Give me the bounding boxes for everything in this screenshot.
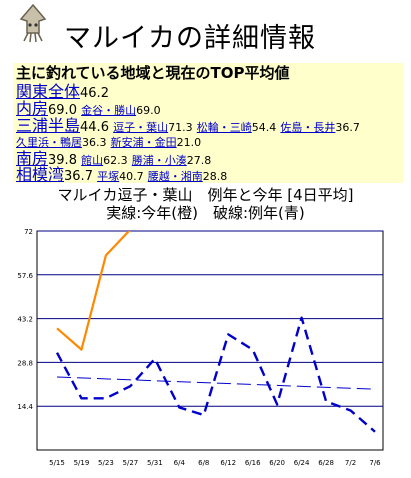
x-tick-label: 7/6 [369,459,381,467]
region-value: 39.8 [48,153,77,168]
area-link[interactable]: 平塚 [97,170,120,183]
area-link[interactable]: 金谷・勝山 [81,104,137,117]
area-link[interactable]: 勝浦・小湊 [131,154,187,167]
series-line-1 [55,316,376,433]
x-tick-label: 7/2 [345,459,356,467]
squid-icon [19,3,47,43]
region-link[interactable]: 相模湾 [16,165,65,184]
region-value: 36.7 [64,169,93,184]
x-tick-label: 6/24 [294,459,310,467]
x-tick-label: 6/12 [220,459,236,467]
series-line-2 [56,376,376,390]
chart-title: マルイカ逗子・葉山 例年と今年 [4日平均] [57,186,354,204]
region-value: 46.2 [80,86,109,101]
region-row-miura-cont: 久里浜・鴨居36.3 新安浦・金田21.0 [16,134,201,151]
y-tick-label: 43.2 [17,316,33,324]
area-value: 27.8 [186,154,212,167]
x-tick-label: 5/19 [74,459,90,467]
region-link[interactable]: 三浦半島 [16,116,81,135]
y-tick-label: 57.6 [17,272,33,280]
y-tick-label: 28.8 [17,359,33,367]
area-link[interactable]: 腰越・湘南 [147,170,203,183]
x-tick-label: 6/20 [269,459,285,467]
x-tick-label: 6/8 [198,459,209,467]
x-tick-label: 6/16 [245,459,261,467]
area-link[interactable]: 館山 [81,154,104,167]
x-tick-label: 5/23 [98,459,114,467]
area-value: 71.3 [168,121,193,134]
y-tick-label: 72 [24,228,33,236]
region-summary-box: 主に釣れている地域と現在のTOP平均値 関東全体46.2 内房69.0 金谷・勝… [13,63,403,185]
x-tick-label: 5/31 [147,459,163,467]
region-row-uchibo: 内房69.0 金谷・勝山69.0 [16,100,161,119]
region-link[interactable]: 内房 [16,99,49,118]
region-row-miura: 三浦半島44.6 逗子・葉山71.3 松輪・三崎54.4 佐島・長井36.7 [16,117,360,136]
region-value: 44.6 [80,120,109,135]
region-row-nanbo: 南房39.8 館山62.3 勝浦・小湊27.8 [16,150,211,169]
area-link[interactable]: 佐島・長井 [280,121,336,134]
series-line-0 [56,231,131,351]
y-tick-label: 14.4 [17,403,33,411]
x-tick-label: 6/4 [174,459,186,467]
area-value: 54.4 [251,121,277,134]
chart-subtitle: 実線:今年(橙) 破線:例年(青) [106,204,305,222]
region-value: 69.0 [48,103,77,118]
x-tick-label: 5/27 [123,459,139,467]
plot-frame [36,230,384,451]
area-link[interactable]: 逗子・葉山 [113,121,169,134]
area-link[interactable]: 松輪・三崎 [196,121,252,134]
catch-chart: 72 57.6 43.2 28.8 14.4 5/15 5/19 5/23 5/27 5/31 6/… [17,228,384,467]
region-summary-heading: 主に釣れている地域と現在のTOP平均値 [16,64,290,82]
area-value: 36.3 [82,136,107,149]
region-row-kanto: 関東全体46.2 [16,83,109,102]
x-tick-label: 5/15 [49,459,65,467]
x-tick-label: 6/28 [318,459,334,467]
page-title: マルイカの詳細情報 [64,23,316,54]
region-link[interactable]: 南房 [16,149,49,168]
area-link[interactable]: 久里浜・鴨居 [16,136,82,149]
area-value: 36.7 [335,121,360,134]
area-value: 21.0 [176,136,202,149]
region-link[interactable]: 関東全体 [16,82,81,101]
area-value: 62.3 [103,154,128,167]
area-value: 28.8 [202,170,228,183]
area-link[interactable]: 新安浦・金田 [110,136,177,149]
region-row-sagami: 相模湾36.7 平塚40.7 腰越・湘南28.8 [16,166,227,185]
area-value: 40.7 [119,170,144,183]
area-value: 69.0 [136,104,161,117]
